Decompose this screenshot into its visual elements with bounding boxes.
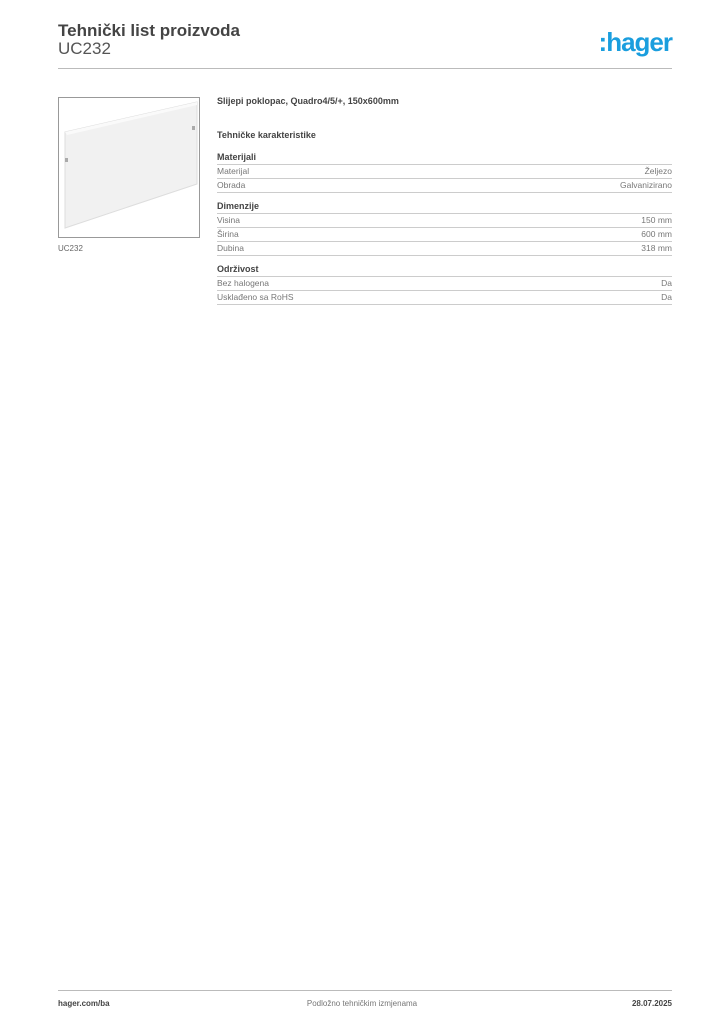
spec-value: Galvanizirano: [620, 180, 672, 190]
product-image: [58, 97, 200, 238]
spec-column: Slijepi poklopac, Quadro4/5/+, 150x600mm…: [217, 96, 672, 313]
spec-section: Dimenzije Visina 150 mm Širina 600 mm Dubina 3…: [217, 201, 672, 256]
blank-cover-panel-image: [64, 101, 198, 229]
tech-characteristics-title: Tehničke karakteristike: [217, 130, 316, 140]
image-caption: UC232: [58, 244, 83, 253]
spec-row: Usklađeno sa RoHS Da: [217, 291, 672, 305]
spec-label: Usklađeno sa RoHS: [217, 292, 294, 302]
spec-value: Da: [661, 292, 672, 302]
section-title: Dimenzije: [217, 201, 672, 214]
product-name: Slijepi poklopac, Quadro4/5/+, 150x600mm: [217, 96, 399, 106]
footer-date: 28.07.2025: [631, 999, 672, 1008]
spec-section: Održivost Bez halogena Da Usklađeno sa RoHS…: [217, 264, 672, 305]
section-title: Održivost: [217, 264, 672, 277]
spec-row: Bez halogena Da: [217, 277, 672, 291]
spec-row: Širina 600 mm: [217, 228, 672, 242]
spec-row: Materijal Željezo: [217, 165, 672, 179]
spec-label: Bez halogena: [217, 278, 269, 288]
section-title: Materijali: [217, 152, 672, 165]
product-code: UC232: [58, 39, 111, 58]
spec-row: Obrada Galvanizirano: [217, 179, 672, 193]
spec-row: Dubina 318 mm: [217, 242, 672, 256]
spec-value: 318 mm: [641, 243, 672, 253]
spec-section: Materijali Materijal Željezo Obrada Galvaniz…: [217, 152, 672, 193]
spec-row: Visina 150 mm: [217, 214, 672, 228]
footer-website-link[interactable]: hager.com/ba: [58, 999, 110, 1008]
spec-value: 600 mm: [641, 229, 672, 239]
spec-label: Visina: [217, 215, 240, 225]
spec-value: 150 mm: [641, 215, 672, 225]
spec-value: Da: [661, 278, 672, 288]
spec-label: Širina: [217, 229, 239, 239]
page-title: Tehnički list proizvoda: [58, 21, 240, 40]
spec-label: Materijal: [217, 166, 250, 176]
spec-label: Obrada: [217, 180, 246, 190]
spec-label: Dubina: [217, 243, 244, 253]
hager-logo: :hager: [598, 27, 673, 57]
spec-value: Željezo: [644, 166, 672, 176]
footer-divider: [58, 990, 672, 991]
footer-note: Podložno tehničkim izmjenama: [306, 999, 418, 1008]
header-divider: [58, 68, 672, 69]
